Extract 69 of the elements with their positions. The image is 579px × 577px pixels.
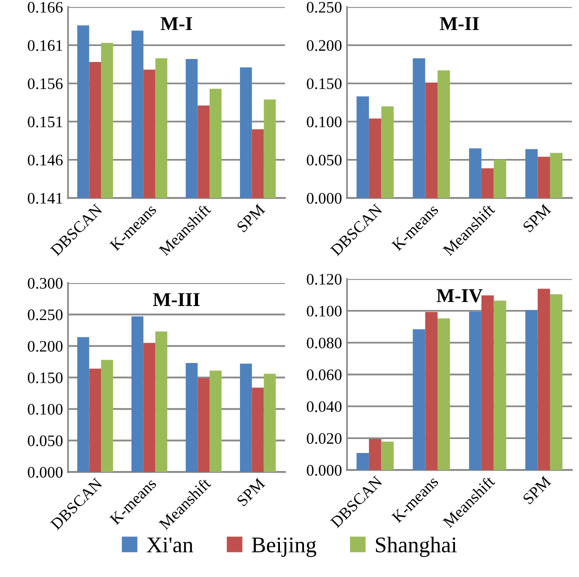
bar bbox=[481, 295, 494, 470]
legend-label: Shanghai bbox=[376, 536, 457, 557]
chart-title: M-III bbox=[153, 293, 200, 306]
bar bbox=[425, 82, 438, 198]
bar bbox=[186, 363, 198, 472]
bar bbox=[356, 452, 369, 470]
bar bbox=[438, 318, 450, 470]
bar bbox=[368, 438, 382, 470]
y-tick-label: 0.060 bbox=[306, 369, 342, 380]
bar bbox=[77, 337, 90, 472]
y-tick-label: 0.020 bbox=[306, 433, 342, 444]
bar bbox=[538, 156, 550, 198]
bar bbox=[381, 106, 394, 198]
y-tick-label: 0.200 bbox=[306, 40, 342, 51]
bar bbox=[469, 312, 482, 470]
legend-label: Xi'an bbox=[146, 537, 194, 552]
y-tick-label: 0.156 bbox=[28, 78, 63, 90]
y-tick-label: 0.000 bbox=[306, 192, 342, 204]
bar bbox=[425, 312, 438, 470]
y-tick-label: 0.100 bbox=[28, 404, 63, 415]
y-tick-label: 0.080 bbox=[306, 338, 342, 348]
y-tick-label: 0.120 bbox=[306, 274, 342, 285]
y-tick-label: 0.100 bbox=[306, 116, 342, 128]
bar bbox=[101, 360, 114, 472]
bar bbox=[210, 370, 222, 472]
bar bbox=[550, 152, 562, 198]
y-tick-label: 0.200 bbox=[28, 340, 63, 352]
y-tick-label: 0.100 bbox=[306, 306, 342, 317]
bar bbox=[381, 442, 394, 470]
y-tick-label: 0.000 bbox=[28, 466, 63, 478]
bar bbox=[198, 378, 210, 472]
bar bbox=[550, 294, 562, 470]
bar bbox=[438, 70, 450, 198]
bar bbox=[356, 96, 369, 198]
y-tick-label: 0.161 bbox=[28, 40, 62, 51]
chart-title: M-IV bbox=[436, 289, 482, 302]
bar bbox=[538, 288, 550, 470]
bar bbox=[494, 300, 506, 470]
chart-title: M-II bbox=[440, 17, 479, 30]
bar bbox=[469, 148, 482, 198]
bar bbox=[155, 332, 168, 472]
chart-title: M-I bbox=[160, 17, 192, 30]
bar bbox=[89, 368, 102, 472]
bar bbox=[412, 329, 426, 470]
bar bbox=[525, 149, 538, 198]
bar bbox=[252, 388, 264, 472]
y-tick-label: 0.300 bbox=[28, 278, 63, 289]
y-tick-label: 0.250 bbox=[306, 2, 342, 13]
bar bbox=[131, 316, 144, 472]
bar bbox=[525, 310, 538, 470]
y-tick-label: 0.141 bbox=[28, 192, 62, 204]
y-tick-label: 0.146 bbox=[28, 154, 63, 166]
y-tick-label: 0.050 bbox=[28, 435, 63, 446]
bar bbox=[494, 160, 506, 198]
bar bbox=[481, 168, 494, 198]
y-tick-label: 0.040 bbox=[306, 401, 342, 412]
bar bbox=[264, 374, 276, 472]
y-tick-label: 0.000 bbox=[306, 464, 342, 476]
y-tick-label: 0.166 bbox=[28, 2, 63, 13]
legend-label: Beijing bbox=[252, 537, 316, 557]
y-tick-label: 0.150 bbox=[306, 78, 342, 90]
y-tick-label: 0.151 bbox=[28, 116, 62, 128]
bar bbox=[412, 58, 426, 198]
bar bbox=[240, 364, 252, 472]
y-tick-label: 0.050 bbox=[306, 154, 342, 166]
y-tick-label: 0.250 bbox=[28, 309, 63, 320]
bar bbox=[368, 118, 382, 198]
y-tick-label: 0.150 bbox=[28, 372, 63, 384]
bar bbox=[143, 342, 156, 472]
